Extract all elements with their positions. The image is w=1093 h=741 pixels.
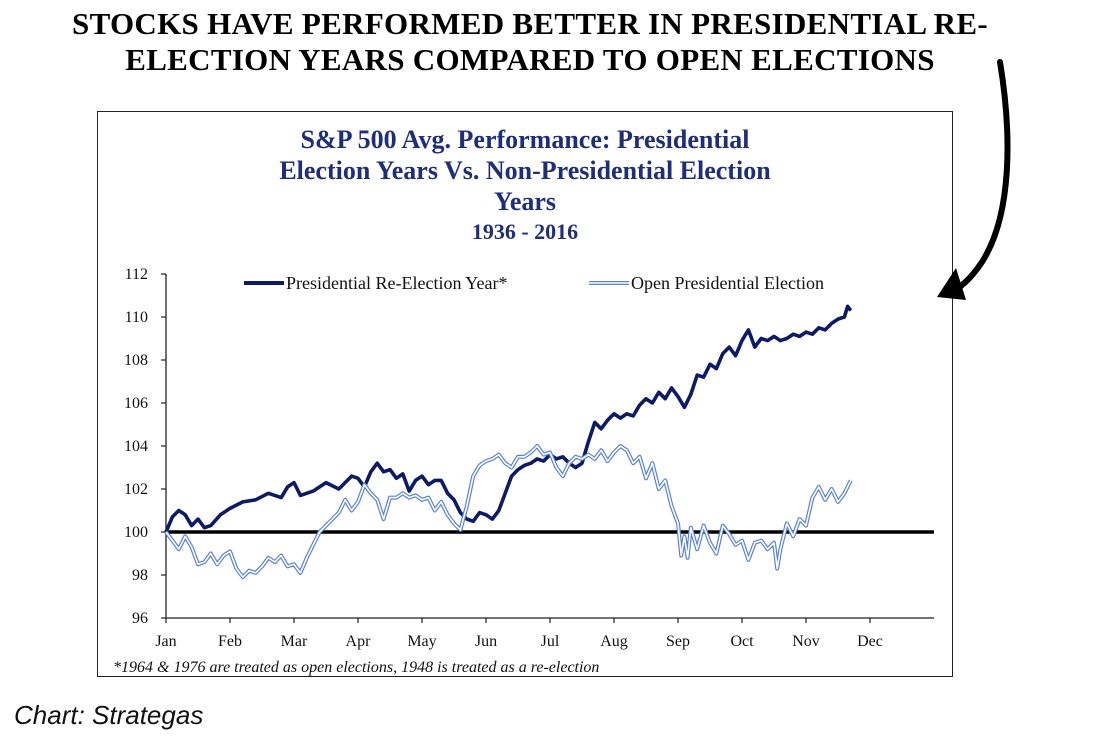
y-tick-label: 106 <box>124 395 148 412</box>
x-tick-label: Oct <box>730 633 754 650</box>
x-tick-label: Feb <box>218 633 242 650</box>
x-tick-label: Jan <box>155 633 176 650</box>
x-tick-label: Apr <box>346 633 372 650</box>
chart-source: Chart: Strategas <box>14 700 204 730</box>
chart-title-line-3: Years <box>493 187 557 216</box>
y-tick-label: 96 <box>132 610 148 627</box>
chart-title-line-2: Election Years Vs. Non-Presidential Elec… <box>279 156 771 185</box>
x-tick-label: May <box>407 633 436 650</box>
headline-line-1: STOCKS HAVE PERFORMED BETTER IN PRESIDEN… <box>72 6 988 41</box>
legend: Presidential Re-Election Year* Open Presi… <box>244 273 824 293</box>
chart-footnote: *1964 & 1976 are treated as open electio… <box>113 659 599 676</box>
x-tick-label: Jul <box>541 633 560 650</box>
y-tick-label: 98 <box>132 567 148 584</box>
y-tick-label: 112 <box>125 266 148 283</box>
x-tick-label: Aug <box>600 633 628 650</box>
y-tick-label: 108 <box>124 352 148 369</box>
chart-frame <box>97 111 953 677</box>
x-tick-label: Mar <box>281 633 308 650</box>
y-tick-label: 110 <box>125 309 148 326</box>
y-tick-label: 100 <box>124 524 148 541</box>
series-line-open-inner <box>165 445 852 578</box>
series-line-reelection <box>164 304 853 533</box>
x-tick-label: Nov <box>792 633 820 650</box>
chart-title: S&P 500 Avg. Performance: Presidential E… <box>97 124 953 247</box>
y-tick-label: 102 <box>124 481 148 498</box>
callout-arrowhead <box>937 268 966 300</box>
callout-arrow <box>945 59 1011 297</box>
chart-title-line-1: S&P 500 Avg. Performance: Presidential <box>300 125 750 154</box>
y-tick-label: 104 <box>124 438 148 455</box>
legend-label: Presidential Re-Election Year* <box>286 273 507 293</box>
x-tick-label: Jun <box>475 633 497 650</box>
chart-subtitle: 1936 - 2016 <box>471 219 579 244</box>
headline-line-2: ELECTION YEARS COMPARED TO OPEN ELECTION… <box>125 42 935 77</box>
x-tick-label: Dec <box>857 633 883 650</box>
x-tick-label: Sep <box>666 633 690 650</box>
legend-label: Open Presidential Election <box>631 273 824 293</box>
headline: STOCKS HAVE PERFORMED BETTER IN PRESIDEN… <box>0 6 1060 78</box>
